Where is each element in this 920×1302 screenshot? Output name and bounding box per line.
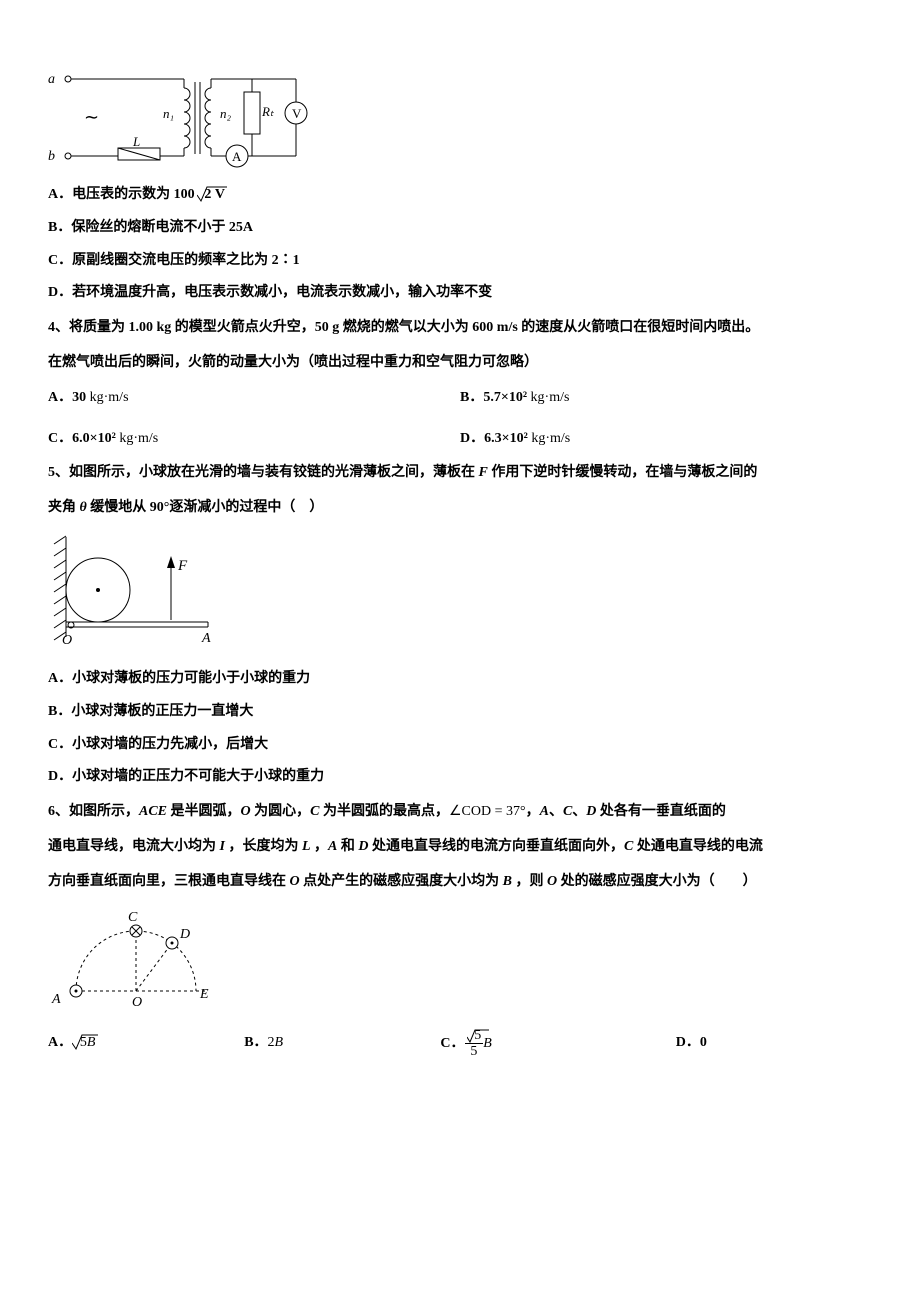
label-O: O bbox=[132, 995, 142, 1010]
q6-optD: D．0 bbox=[676, 1028, 872, 1059]
label-L: L bbox=[132, 134, 140, 149]
label-n2: n₂ bbox=[220, 106, 232, 121]
q5-optA: A．小球对薄板的压力可能小于小球的重力 bbox=[48, 664, 872, 695]
q4-optD: D．6.3×10² kg·m/s bbox=[460, 424, 872, 455]
q5-stem-2: 夹角 θ 缓慢地从 90°逐渐减小的过程中（ ） bbox=[48, 493, 872, 524]
label-V: V bbox=[292, 106, 302, 121]
label-b: b bbox=[48, 149, 55, 164]
label-tilde: ∼ bbox=[84, 107, 99, 127]
q6-optA: A．√5B bbox=[48, 1028, 244, 1059]
q4-optB: B．5.7×10² kg·m/s bbox=[460, 383, 872, 414]
q6-stem-1: 6、如图所示，ACE 是半圆弧，O 为圆心，C 为半圆弧的最高点，∠COD = … bbox=[48, 797, 872, 828]
q3-optA: A．电压表的示数为 100√2 V bbox=[48, 180, 872, 211]
q5-optD: D．小球对墙的正压力不可能大于小球的重力 bbox=[48, 762, 872, 793]
q6-optB: B．2B bbox=[244, 1028, 440, 1059]
label-F: F bbox=[177, 558, 188, 574]
q6-figure: A C D E O bbox=[48, 906, 872, 1016]
label-A: A bbox=[232, 149, 242, 164]
q4-stem-1: 4、将质量为 1.00 kg 的模型火箭点火升空，50 g 燃烧的燃气以大小为 … bbox=[48, 313, 872, 344]
q5-optB: B．小球对薄板的正压力一直增大 bbox=[48, 697, 872, 728]
q5-figure: F O A bbox=[48, 532, 872, 652]
label-D: D bbox=[179, 927, 190, 942]
label-Rt: Rₜ bbox=[261, 104, 275, 119]
q3-optC: C．原副线圈交流电压的频率之比为 2∶1 bbox=[48, 246, 872, 277]
q3-figure: a b ∼ L n₁ n₂ Rₜ bbox=[48, 68, 872, 168]
q4-stem-2: 在燃气喷出后的瞬间，火箭的动量大小为（喷出过程中重力和空气阻力可忽略） bbox=[48, 348, 872, 379]
label-E: E bbox=[199, 987, 209, 1002]
q6-stem-2: 通电直导线，电流大小均为 I ，长度均为 L ，A 和 D 处通电直导线的电流方… bbox=[48, 832, 872, 863]
label-n1: n₁ bbox=[163, 106, 174, 121]
q6-stem-3: 方向垂直纸面向里，三根通电直导线在 O 点处产生的磁感应强度大小均为 B ，则 … bbox=[48, 867, 872, 898]
q5-optC: C．小球对墙的压力先减小，后增大 bbox=[48, 730, 872, 761]
q5-stem-1: 5、如图所示，小球放在光滑的墙与装有铰链的光滑薄板之间，薄板在 F 作用下逆时针… bbox=[48, 458, 872, 489]
label-a: a bbox=[48, 72, 55, 87]
label-A: A bbox=[51, 992, 61, 1007]
q6-optC: C．√55B bbox=[440, 1028, 675, 1060]
label-O: O bbox=[62, 633, 72, 648]
label-A: A bbox=[201, 631, 211, 646]
q3-optB: B．保险丝的熔断电流不小于 25A bbox=[48, 213, 872, 244]
label-C: C bbox=[128, 910, 138, 925]
q3-optD: D．若环境温度升高，电压表示数减小，电流表示数减小，输入功率不变 bbox=[48, 278, 872, 309]
q4-optC: C．6.0×10² kg·m/s bbox=[48, 424, 460, 455]
q4-optA: A．30 kg·m/s bbox=[48, 383, 460, 414]
